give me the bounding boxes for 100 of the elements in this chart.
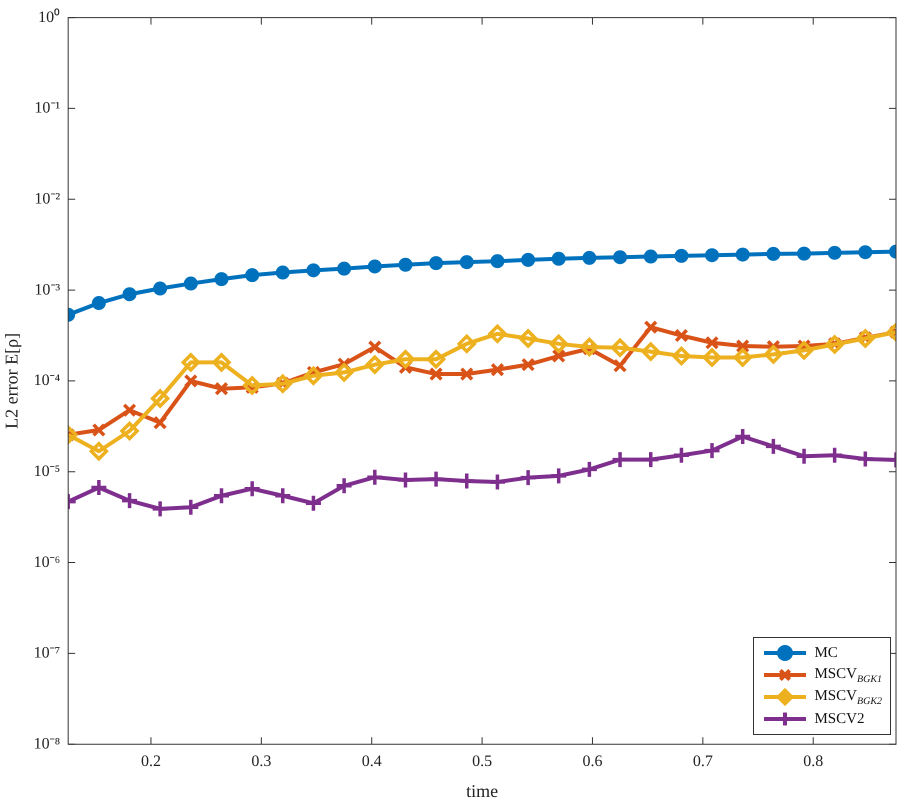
- point: [580, 460, 599, 479]
- point: [457, 334, 476, 354]
- point: [334, 363, 354, 382]
- point: [214, 382, 229, 396]
- point: [521, 252, 536, 267]
- point: [549, 466, 568, 486]
- point: [153, 282, 168, 296]
- point: [488, 324, 507, 344]
- y-tick-label: 10⁻⁸: [34, 735, 60, 752]
- point: [490, 362, 504, 377]
- x-tick-label: 0.2: [140, 753, 161, 770]
- point: [153, 416, 168, 430]
- point: [733, 427, 752, 446]
- point: [426, 350, 446, 369]
- point: [429, 256, 444, 270]
- point: [122, 287, 137, 302]
- point: [672, 446, 691, 464]
- point: [212, 486, 231, 505]
- point: [398, 258, 412, 272]
- point: [182, 353, 200, 372]
- point: [396, 470, 415, 490]
- point: [184, 276, 198, 291]
- point: [641, 342, 660, 361]
- point: [766, 246, 780, 261]
- point: [582, 250, 596, 265]
- point: [488, 472, 507, 492]
- point: [733, 348, 752, 367]
- y-tick-label: 10⁻⁴: [34, 372, 61, 390]
- point: [368, 259, 382, 274]
- point: [460, 255, 474, 270]
- y-axis-title: L2 error E[ρ]: [2, 332, 22, 429]
- point: [274, 374, 292, 394]
- point: [702, 441, 722, 460]
- point: [120, 422, 139, 440]
- legend-label: MSCV$_{BGK2}$: [814, 688, 882, 706]
- point: [122, 403, 137, 418]
- point: [366, 355, 384, 374]
- point: [613, 358, 628, 373]
- y-tick-label: 10⁻⁵: [34, 462, 60, 480]
- point: [306, 263, 320, 278]
- legend-label: MC: [814, 644, 838, 662]
- point: [304, 366, 323, 385]
- point: [610, 450, 630, 469]
- point: [825, 335, 844, 354]
- legend-label: MSCV2: [814, 710, 864, 728]
- point: [674, 248, 688, 263]
- point: [549, 334, 568, 354]
- point: [90, 442, 108, 461]
- point: [764, 437, 783, 456]
- point: [460, 366, 474, 382]
- x-tick-label: 0.7: [692, 753, 713, 770]
- x-tick-label: 0.6: [582, 753, 602, 770]
- point: [368, 340, 382, 354]
- point: [518, 329, 538, 348]
- point: [150, 500, 170, 518]
- point: [856, 450, 875, 468]
- y-tick-label: 10⁰: [38, 8, 60, 26]
- point: [644, 250, 658, 264]
- point: [674, 328, 688, 343]
- point: [90, 478, 108, 497]
- point: [490, 254, 504, 268]
- point: [92, 296, 106, 310]
- point: [856, 329, 875, 348]
- point: [797, 246, 812, 261]
- point: [644, 320, 658, 334]
- point: [610, 338, 630, 357]
- point: [304, 494, 323, 513]
- point: [429, 366, 444, 382]
- legend-label: MSCV$_{BGK1}$: [814, 666, 882, 684]
- point: [92, 422, 106, 438]
- point: [705, 248, 720, 262]
- point: [396, 350, 415, 369]
- x-axis-title: time: [466, 780, 498, 801]
- x-tick-label: 0.8: [803, 753, 824, 770]
- point: [794, 341, 814, 360]
- point: [828, 246, 842, 260]
- point: [214, 272, 228, 286]
- point: [613, 250, 628, 264]
- x-tick-label: 0.5: [472, 753, 492, 770]
- point: [552, 348, 566, 364]
- point: [521, 358, 536, 372]
- point: [518, 468, 538, 487]
- point: [150, 389, 170, 408]
- y-tick-label: 10⁻³: [34, 281, 60, 298]
- y-tick-label: 10⁻²: [34, 190, 60, 208]
- point: [184, 374, 198, 388]
- point: [426, 470, 446, 488]
- point: [736, 248, 750, 262]
- point: [736, 338, 750, 354]
- y-tick-label: 10⁻⁶: [34, 554, 60, 571]
- point: [242, 479, 262, 498]
- point: [366, 468, 384, 486]
- point: [274, 486, 292, 505]
- point: [457, 472, 476, 490]
- x-tick-label: 0.4: [362, 753, 382, 770]
- point: [704, 336, 720, 350]
- y-tick-label: 10⁻¹: [34, 100, 60, 117]
- x-tick-label: 0.3: [251, 753, 272, 770]
- point: [858, 245, 872, 260]
- point: [120, 491, 139, 510]
